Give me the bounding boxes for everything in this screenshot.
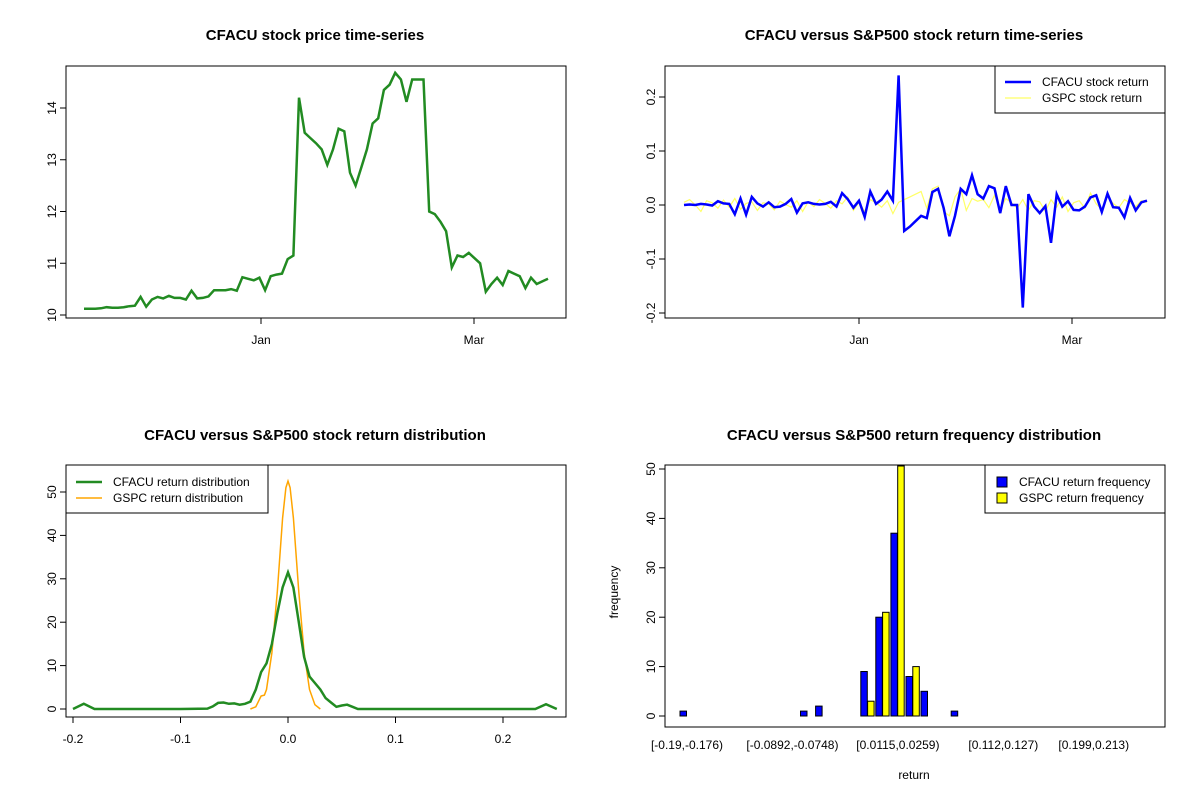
legend-label: GSPC stock return [1042, 91, 1142, 105]
gspc-frequency-bar [882, 611, 890, 717]
gspc-frequency-bar [867, 700, 875, 717]
y-tick-label: 0.0 [644, 196, 658, 213]
x-tick-label: 0.0 [280, 732, 297, 746]
price-series-line [84, 70, 549, 311]
cfacu-frequency-bar [890, 532, 898, 717]
y-tick-label: -0.2 [644, 302, 658, 323]
cfacu-density-line [72, 568, 558, 711]
cfacu-frequency-bar [905, 676, 913, 717]
y-tick-label: 14 [45, 101, 59, 115]
return-frequency-chart: CFACU versus S&P500 return frequency dis… [607, 427, 1166, 782]
cfacu-frequency-bar [800, 710, 808, 717]
x-tick-label: 0.2 [495, 732, 512, 746]
legend-box [65, 464, 269, 514]
price-chart: CFACU stock price time-series 10 11 12 13 14 J… [45, 27, 567, 347]
y-tick-label: 50 [644, 462, 658, 476]
price-plot-frame [65, 65, 567, 319]
y-tick-label: 30 [45, 572, 59, 586]
x-tick-label: Mar [1062, 333, 1083, 347]
return-timeseries-chart: CFACU versus S&P500 stock return time-se… [644, 27, 1166, 347]
cfacu-frequency-bar [679, 710, 687, 717]
x-tick-label: [-0.0892,-0.0748) [746, 738, 838, 752]
legend-box [984, 464, 1166, 514]
x-tick-label: 0.1 [387, 732, 404, 746]
x-tick-label: -0.2 [63, 732, 84, 746]
frequency-legend: CFACU return frequency GSPC return freque… [984, 464, 1166, 514]
cfacu-frequency-bar [950, 710, 959, 717]
legend-label: GSPC return frequency [1019, 491, 1144, 505]
cfacu-frequency-bar [815, 705, 823, 717]
y-tick-label: 20 [45, 615, 59, 629]
y-tick-label: 0.2 [644, 88, 658, 105]
y-tick-label: 50 [45, 485, 59, 499]
gspc-frequency-bar [897, 465, 905, 717]
y-tick-label: 0 [45, 705, 59, 712]
y-tick-label: 0.1 [644, 142, 658, 159]
cfacu-frequency-bar [860, 671, 868, 717]
density-chart-title: CFACU versus S&P500 stock return distrib… [144, 427, 486, 444]
x-axis-title: return [898, 768, 929, 782]
return-timeseries-legend: CFACU stock return GSPC stock return [994, 65, 1166, 114]
x-tick-label: [0.112,0.127) [968, 738, 1038, 752]
cfacu-return-line [683, 75, 1148, 308]
x-tick-label: [0.199,0.213) [1058, 738, 1129, 752]
x-tick-label: Jan [251, 333, 270, 347]
y-axis-title: frequency [607, 566, 621, 619]
y-tick-label: -0.1 [644, 248, 658, 269]
x-tick-label: Mar [464, 333, 485, 347]
frequency-chart-title: CFACU versus S&P500 return frequency dis… [727, 427, 1101, 444]
x-tick-label: [-0.19,-0.176) [651, 738, 723, 752]
y-tick-label: 12 [45, 205, 59, 219]
y-tick-label: 10 [644, 660, 658, 674]
y-tick-label: 11 [45, 257, 59, 270]
y-tick-label: 30 [644, 561, 658, 575]
legend-label: CFACU return frequency [1019, 475, 1150, 489]
return-timeseries-title: CFACU versus S&P500 stock return time-se… [745, 27, 1083, 44]
legend-label: CFACU stock return [1042, 75, 1149, 89]
cfacu-frequency-bar [920, 690, 928, 717]
x-tick-label: Jan [849, 333, 868, 347]
gspc-frequency-bar [912, 666, 920, 717]
price-chart-title: CFACU stock price time-series [206, 27, 424, 44]
y-tick-label: 0 [644, 712, 658, 719]
cfacu-frequency-bar [875, 616, 883, 717]
x-tick-label: [0.0115,0.0259) [856, 738, 939, 752]
y-tick-label: 10 [45, 308, 59, 322]
x-tick-label: -0.1 [170, 732, 191, 746]
legend-label: GSPC return distribution [113, 491, 243, 505]
y-tick-label: 40 [644, 511, 658, 525]
legend-box [994, 65, 1166, 114]
legend-swatch [996, 476, 1008, 488]
legend-swatch [996, 492, 1008, 504]
y-tick-label: 10 [45, 659, 59, 673]
y-tick-label: 13 [45, 153, 59, 167]
y-tick-label: 20 [644, 610, 658, 624]
legend-label: CFACU return distribution [113, 475, 250, 489]
return-density-chart: CFACU versus S&P500 stock return distrib… [45, 427, 567, 746]
density-legend: CFACU return distribution GSPC return dis… [65, 464, 269, 514]
y-tick-label: 40 [45, 528, 59, 542]
